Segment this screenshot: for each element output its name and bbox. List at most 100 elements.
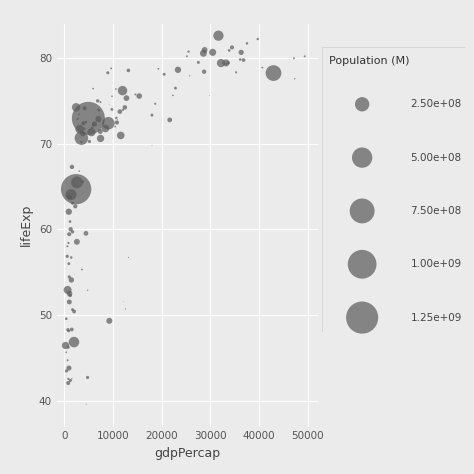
Point bbox=[112, 85, 120, 93]
Point bbox=[73, 179, 81, 186]
Point bbox=[68, 375, 76, 383]
Point bbox=[67, 191, 75, 199]
Point bbox=[358, 314, 366, 321]
Point bbox=[169, 91, 177, 99]
Point bbox=[69, 306, 76, 313]
Point bbox=[63, 348, 70, 356]
Point bbox=[75, 110, 83, 118]
Point bbox=[84, 115, 92, 122]
Point bbox=[174, 66, 182, 73]
Text: 1.25e+09: 1.25e+09 bbox=[410, 312, 462, 323]
Point bbox=[65, 230, 73, 238]
Point bbox=[136, 92, 143, 100]
Point bbox=[172, 84, 179, 92]
Point bbox=[112, 114, 120, 122]
Point bbox=[270, 69, 277, 77]
Point bbox=[183, 53, 191, 60]
Point bbox=[185, 48, 192, 55]
Point bbox=[66, 292, 74, 299]
Point bbox=[195, 59, 202, 66]
Point bbox=[80, 119, 87, 127]
Point bbox=[69, 190, 77, 198]
Point bbox=[290, 55, 298, 62]
Point bbox=[91, 120, 98, 128]
Point bbox=[119, 298, 127, 305]
Point bbox=[358, 154, 366, 162]
Point bbox=[74, 115, 82, 123]
Point bbox=[82, 401, 90, 408]
Point bbox=[222, 60, 230, 68]
Point bbox=[119, 106, 127, 114]
Point bbox=[113, 118, 121, 126]
Point bbox=[88, 124, 96, 131]
Point bbox=[122, 305, 129, 313]
Point bbox=[215, 32, 222, 39]
Point bbox=[119, 87, 127, 94]
Point bbox=[108, 106, 116, 113]
Point bbox=[225, 59, 232, 66]
Point bbox=[125, 67, 132, 74]
Text: 1.00e+09: 1.00e+09 bbox=[410, 259, 462, 269]
Point bbox=[78, 138, 85, 146]
Point bbox=[243, 40, 251, 47]
Point bbox=[95, 106, 102, 114]
Point bbox=[78, 266, 86, 273]
Point bbox=[64, 242, 71, 250]
Point bbox=[70, 338, 78, 346]
Text: 2.50e+08: 2.50e+08 bbox=[410, 99, 462, 109]
Point bbox=[201, 46, 209, 54]
Point bbox=[68, 163, 76, 171]
Point bbox=[108, 92, 116, 100]
Point bbox=[67, 226, 74, 233]
Point bbox=[64, 230, 72, 238]
Point bbox=[63, 315, 70, 322]
Text: 5.00e+08: 5.00e+08 bbox=[410, 153, 462, 163]
Point bbox=[123, 94, 130, 102]
Point bbox=[79, 130, 87, 137]
Point bbox=[65, 260, 73, 267]
Point bbox=[64, 379, 72, 387]
Point bbox=[81, 104, 88, 112]
Point bbox=[64, 326, 72, 334]
Point bbox=[97, 98, 104, 106]
Point bbox=[106, 317, 113, 325]
Point bbox=[65, 182, 73, 189]
Point bbox=[65, 273, 73, 281]
Point bbox=[94, 97, 101, 105]
Point bbox=[65, 365, 73, 372]
Point bbox=[84, 286, 91, 294]
Point bbox=[240, 56, 247, 64]
Point bbox=[186, 72, 193, 80]
Point bbox=[166, 116, 173, 124]
Point bbox=[232, 69, 240, 76]
Point bbox=[301, 53, 309, 60]
Point bbox=[201, 68, 208, 75]
Point bbox=[90, 121, 97, 128]
Point bbox=[226, 46, 233, 54]
Point bbox=[125, 254, 132, 261]
Point bbox=[104, 69, 111, 77]
Point bbox=[117, 132, 125, 139]
Point bbox=[148, 141, 156, 149]
Point bbox=[259, 64, 266, 72]
Point bbox=[155, 65, 162, 73]
Point bbox=[64, 286, 72, 294]
Point bbox=[217, 59, 225, 67]
Y-axis label: lifeExp: lifeExp bbox=[20, 204, 33, 246]
Point bbox=[132, 91, 139, 98]
Point bbox=[237, 49, 245, 56]
Point bbox=[105, 119, 112, 127]
Point bbox=[65, 298, 73, 306]
Point bbox=[70, 308, 78, 315]
Point bbox=[64, 356, 72, 364]
Point bbox=[69, 200, 76, 207]
Point bbox=[148, 111, 156, 119]
Point bbox=[160, 71, 168, 78]
Point bbox=[108, 64, 115, 72]
Point bbox=[358, 207, 366, 215]
Point bbox=[222, 59, 230, 67]
Point bbox=[64, 253, 71, 260]
Point bbox=[121, 103, 128, 111]
Point bbox=[75, 167, 83, 175]
Point bbox=[66, 218, 74, 225]
